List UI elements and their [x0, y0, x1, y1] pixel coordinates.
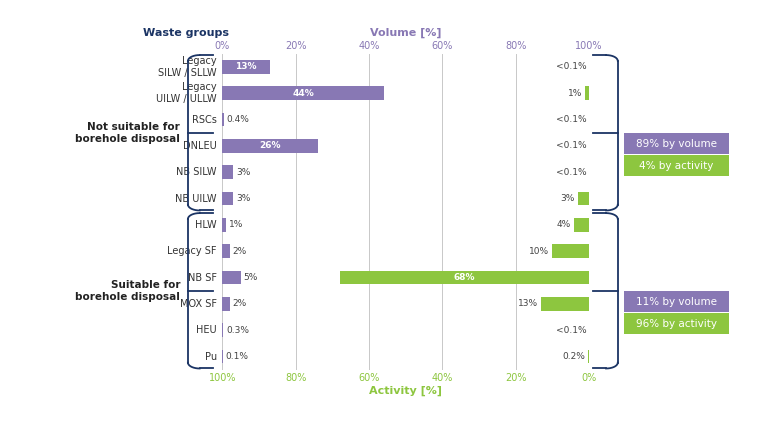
- Bar: [585, 86, 589, 100]
- Text: Not suitable for
borehole disposal: Not suitable for borehole disposal: [75, 122, 180, 144]
- Text: 60%: 60%: [358, 373, 380, 383]
- Text: 4%: 4%: [557, 221, 571, 230]
- Text: 2%: 2%: [232, 299, 246, 308]
- Bar: [222, 244, 229, 258]
- Text: 96% by activity: 96% by activity: [636, 319, 717, 329]
- Text: <0.1%: <0.1%: [556, 62, 587, 71]
- Text: 10%: 10%: [529, 247, 549, 256]
- Text: 1%: 1%: [229, 221, 243, 230]
- Text: 20%: 20%: [505, 373, 526, 383]
- Text: Legacy
UILW / ULLW: Legacy UILW / ULLW: [156, 83, 217, 104]
- Bar: [222, 166, 233, 179]
- Text: 13%: 13%: [518, 299, 538, 308]
- Bar: [222, 86, 384, 100]
- Text: 0.4%: 0.4%: [227, 115, 250, 124]
- Bar: [552, 244, 589, 258]
- Text: <0.1%: <0.1%: [556, 168, 587, 177]
- Text: 0.2%: 0.2%: [562, 352, 585, 361]
- Bar: [222, 218, 226, 232]
- Bar: [222, 323, 223, 337]
- Text: 80%: 80%: [285, 373, 307, 383]
- Text: DNLEU: DNLEU: [183, 141, 217, 151]
- Text: 3%: 3%: [236, 194, 250, 203]
- Text: 80%: 80%: [505, 40, 526, 51]
- Text: 0%: 0%: [215, 40, 230, 51]
- Bar: [574, 218, 589, 232]
- Text: 89% by volume: 89% by volume: [636, 139, 717, 149]
- Text: NB UILW: NB UILW: [176, 194, 217, 204]
- Text: 13%: 13%: [236, 62, 257, 71]
- Text: 0.1%: 0.1%: [225, 352, 249, 361]
- Text: MOX SF: MOX SF: [180, 299, 217, 309]
- Text: NB SILW: NB SILW: [176, 167, 217, 177]
- Text: 60%: 60%: [431, 40, 453, 51]
- Text: Activity [%]: Activity [%]: [369, 386, 442, 396]
- Bar: [222, 192, 233, 206]
- Bar: [222, 297, 229, 311]
- Text: <0.1%: <0.1%: [556, 141, 587, 150]
- Text: 100%: 100%: [575, 40, 603, 51]
- Bar: [541, 297, 589, 311]
- Text: NB SF: NB SF: [188, 273, 217, 283]
- Bar: [578, 192, 589, 206]
- Bar: [339, 271, 589, 285]
- Text: 26%: 26%: [259, 141, 281, 150]
- Text: 4% by activity: 4% by activity: [640, 161, 714, 171]
- Text: Waste groups: Waste groups: [143, 28, 229, 38]
- Text: 3%: 3%: [236, 168, 250, 177]
- Bar: [222, 60, 270, 74]
- Text: HEU: HEU: [197, 325, 217, 335]
- Text: Legacy
SILW / SLLW: Legacy SILW / SLLW: [158, 56, 217, 78]
- Text: 1%: 1%: [568, 89, 583, 98]
- Text: HLW: HLW: [195, 220, 217, 230]
- Text: 3%: 3%: [561, 194, 575, 203]
- Text: Pu: Pu: [204, 352, 217, 362]
- Text: 100%: 100%: [208, 373, 236, 383]
- Text: 11% by volume: 11% by volume: [636, 297, 717, 307]
- Text: RSCs: RSCs: [192, 114, 217, 125]
- Bar: [222, 271, 240, 285]
- Text: Volume [%]: Volume [%]: [370, 28, 441, 38]
- Text: Legacy SF: Legacy SF: [167, 246, 217, 256]
- Text: 5%: 5%: [243, 273, 258, 282]
- Text: Suitable for
borehole disposal: Suitable for borehole disposal: [75, 280, 180, 301]
- Text: 40%: 40%: [431, 373, 453, 383]
- Text: 2%: 2%: [232, 247, 246, 256]
- Text: 44%: 44%: [292, 89, 314, 98]
- Bar: [222, 139, 317, 153]
- Text: 40%: 40%: [358, 40, 380, 51]
- Text: 0%: 0%: [581, 373, 597, 383]
- Text: 20%: 20%: [285, 40, 307, 51]
- Bar: [222, 113, 224, 126]
- Text: <0.1%: <0.1%: [556, 326, 587, 335]
- Text: 0.3%: 0.3%: [226, 326, 250, 335]
- Text: 68%: 68%: [453, 273, 475, 282]
- Text: <0.1%: <0.1%: [556, 115, 587, 124]
